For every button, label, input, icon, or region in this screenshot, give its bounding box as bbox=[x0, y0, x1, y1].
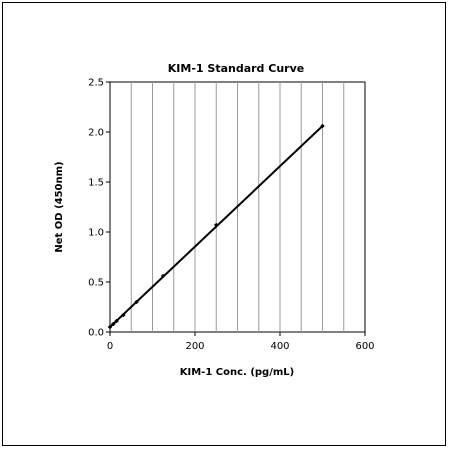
y-tick-labels: 0.0 0.5 1.0 1.5 2.0 2.5 bbox=[88, 78, 104, 339]
grid-lines bbox=[130, 82, 345, 332]
x-tick-label: 600 bbox=[355, 341, 374, 352]
chart-title: KIM-1 Standard Curve bbox=[168, 62, 304, 75]
data-point bbox=[107, 324, 113, 330]
x-tick-label: 0 bbox=[107, 341, 113, 352]
tick-marks bbox=[106, 81, 366, 336]
y-tick-label: 1.0 bbox=[88, 228, 104, 239]
data-point bbox=[160, 273, 166, 279]
data-point bbox=[320, 123, 325, 129]
x-tick-labels: 0 200 400 600 bbox=[107, 341, 375, 352]
data-point bbox=[110, 321, 116, 327]
y-axis-label: Net OD (450nm) bbox=[54, 161, 65, 252]
data-points bbox=[107, 123, 325, 330]
x-axis-label: KIM-1 Conc. (pg/mL) bbox=[180, 367, 294, 378]
data-point bbox=[134, 299, 139, 305]
y-tick-label: 0.5 bbox=[88, 278, 104, 289]
y-tick-label: 1.5 bbox=[88, 178, 104, 189]
data-point bbox=[213, 222, 219, 228]
x-tick-label: 400 bbox=[270, 341, 289, 352]
y-tick-label: 2.0 bbox=[88, 128, 104, 139]
data-point bbox=[114, 318, 119, 324]
data-point bbox=[120, 312, 126, 318]
x-tick-label: 200 bbox=[185, 341, 204, 352]
y-tick-label: 0.0 bbox=[88, 328, 104, 339]
y-tick-label: 2.5 bbox=[88, 78, 104, 89]
